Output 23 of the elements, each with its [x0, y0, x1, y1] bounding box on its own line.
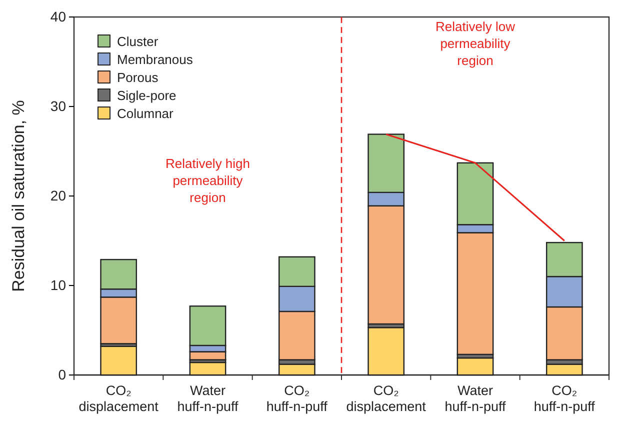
x-tick-label: Water huff-n-puff: [444, 383, 506, 414]
y-tick-label: 10: [50, 276, 66, 293]
y-axis-title: Residual oil saturation, %: [9, 100, 28, 292]
bar: [456, 357, 494, 376]
annotation: Relatively high permeability region: [165, 156, 250, 205]
x-tick-label: CO₂ huff-n-puff: [266, 383, 328, 414]
x-tick-label: Water huff-n-puff: [177, 383, 239, 414]
y-tick-label: 30: [50, 98, 66, 114]
legend-label: Membranous: [117, 52, 194, 67]
legend-label: Sigle-pore: [117, 88, 176, 103]
x-tick-label: CO₂ displacement: [78, 383, 159, 414]
legend-label: Cluster: [117, 34, 159, 49]
legend-label: Columnar: [117, 106, 174, 121]
bar: [100, 346, 138, 376]
x-tick-label: CO₂ displacement: [346, 383, 426, 414]
y-tick-label: 40: [50, 8, 66, 24]
annotation: Relatively low permeability region: [436, 19, 516, 68]
x-tick-label: CO₂ huff-n-puff: [534, 383, 596, 414]
bar: [368, 326, 405, 376]
legend-label: Porous: [117, 70, 159, 85]
bar: [189, 362, 226, 376]
y-tick-label: 20: [50, 187, 66, 204]
y-tick-label: 0: [58, 366, 66, 382]
